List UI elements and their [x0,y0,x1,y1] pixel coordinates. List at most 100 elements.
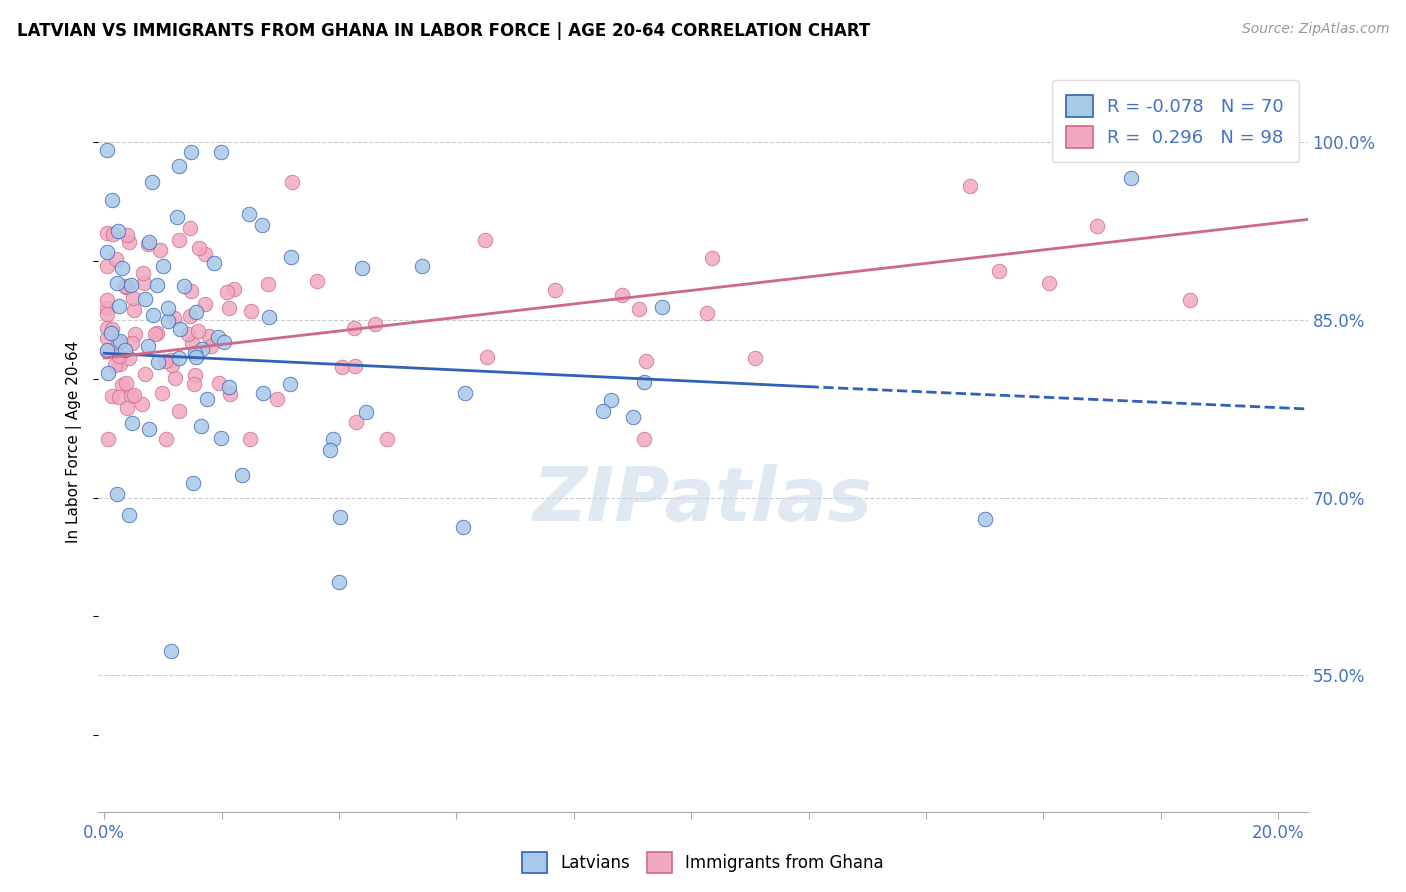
Point [209,431,232,445]
Point [145,326,167,340]
Point [157,314,180,328]
Point [474,234,496,248]
Legend: Latvians, Immigrants from Ghana: Latvians, Immigrants from Ghana [516,846,890,880]
Point [115,376,138,390]
Point [222,282,245,296]
Point [343,321,366,335]
Point [118,235,141,249]
Point [200,339,222,353]
Point [217,285,239,300]
Point [197,392,219,406]
Point [252,386,274,401]
Point [163,311,186,326]
Point [104,358,127,372]
Point [592,403,614,417]
Point [328,574,350,589]
Point [352,260,374,275]
Point [330,360,353,375]
Point [115,228,138,243]
Point [318,443,340,458]
Point [149,244,172,258]
Point [142,309,165,323]
Point [375,432,398,446]
Point [146,355,169,369]
Point [190,342,212,356]
Point [696,306,718,320]
Point [114,343,136,357]
Point [96,301,118,315]
Point [198,329,221,343]
Point [155,432,177,446]
Point [96,307,118,321]
Point [101,227,124,241]
Point [250,218,273,232]
Point [134,367,156,381]
Point [150,385,173,400]
Text: ZIPatlas: ZIPatlas [533,464,873,537]
Point [111,378,134,392]
Point [153,354,176,368]
Point [621,410,644,425]
Point [179,221,201,235]
Point [238,207,260,221]
Point [190,419,212,434]
Point [101,193,124,207]
Point [167,351,190,365]
Point [322,432,344,446]
Point [100,326,122,340]
Point [96,245,118,260]
Point [651,300,673,314]
Point [281,175,304,189]
Y-axis label: In Labor Force | Age 20-64: In Labor Force | Age 20-64 [66,341,83,542]
Point [107,487,129,501]
Point [108,357,131,371]
Point [134,292,156,306]
Point [169,322,191,336]
Point [122,388,145,402]
Point [181,335,204,350]
Point [186,305,208,319]
Point [160,353,183,368]
Point [97,432,120,446]
Point [177,326,200,341]
Point [114,278,136,293]
Point [167,159,190,173]
Point [107,224,129,238]
Point [305,274,328,288]
Point [124,327,146,342]
Point [173,278,195,293]
Point [184,350,207,364]
Point [118,351,141,366]
Point [117,280,139,294]
Point [600,393,623,408]
Point [96,343,118,357]
Point [122,291,145,305]
Point [96,143,118,157]
Point [278,377,301,392]
Point [627,302,650,317]
Point [107,391,129,405]
Point [1038,276,1060,290]
Point [96,343,118,358]
Point [136,339,159,353]
Point [214,335,236,350]
Point [744,351,766,365]
Point [184,346,207,360]
Point [544,283,567,297]
Point [451,520,474,534]
Point [96,226,118,240]
Point [633,375,655,389]
Point [239,303,262,318]
Point [115,279,138,293]
Point [165,370,187,384]
Point [107,349,129,363]
Point [105,252,128,267]
Point [96,293,118,308]
Point [209,145,232,159]
Point [329,509,352,524]
Point [187,324,209,338]
Point [973,512,995,526]
Point [188,242,211,256]
Point [101,389,124,403]
Point [107,300,129,314]
